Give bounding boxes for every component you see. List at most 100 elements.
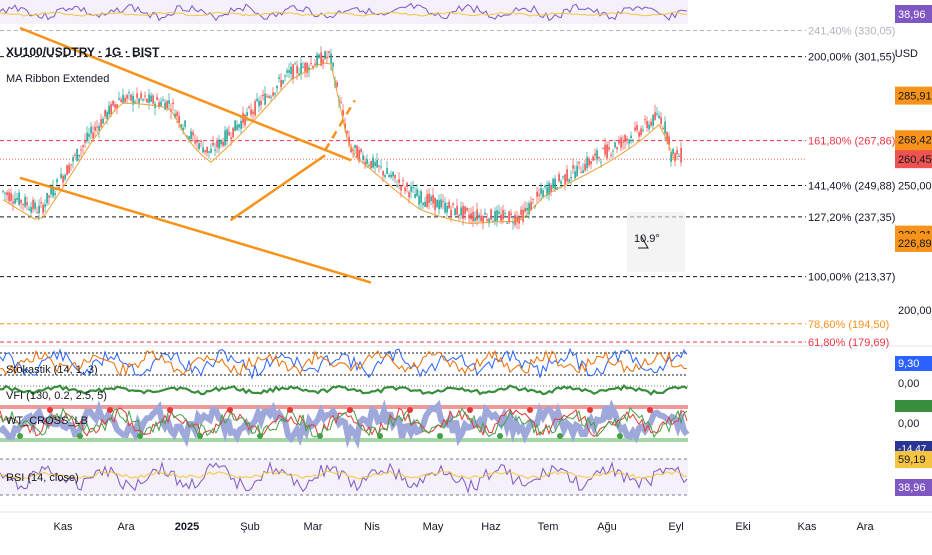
candle-body xyxy=(358,149,360,162)
candle-body xyxy=(650,121,652,126)
candle-body xyxy=(230,137,232,140)
candle-body xyxy=(526,207,528,211)
candle-body xyxy=(248,106,250,108)
candle-body xyxy=(608,147,610,150)
candle-body xyxy=(336,82,338,87)
candle-body xyxy=(530,201,532,211)
candle-body xyxy=(120,99,122,103)
rsi-top-badge xyxy=(895,5,932,23)
candle-body xyxy=(184,120,186,127)
stoch-k-line xyxy=(0,347,688,380)
symbol-title[interactable]: XU100/USDTRY · 1G · BIST xyxy=(6,45,160,59)
candle-body xyxy=(518,217,520,224)
wt-cross-dot xyxy=(107,407,113,413)
candle-body xyxy=(474,217,476,221)
candle-body xyxy=(476,209,478,221)
time-axis-label: Eyl xyxy=(668,521,683,533)
wt-cross-dot xyxy=(137,433,143,439)
wt-cross-dot xyxy=(227,407,233,413)
candle-body xyxy=(110,104,112,114)
price-tick-label: 200,00 xyxy=(898,305,932,317)
time-axis-label: Tem xyxy=(538,521,559,533)
candle-body xyxy=(438,200,440,210)
candle-body xyxy=(166,100,168,109)
candle-body xyxy=(674,153,676,162)
candle-body xyxy=(148,94,150,103)
candle-body xyxy=(470,213,472,220)
wt-cross-label[interactable]: WT_CROSS_LB xyxy=(6,415,88,427)
candle-body xyxy=(8,192,10,202)
candle-body xyxy=(614,142,616,148)
candle-body xyxy=(10,193,12,201)
fib-level-label: 78,60% (194,50) xyxy=(808,319,889,331)
candle-body xyxy=(224,130,226,146)
candle-body xyxy=(680,147,682,163)
candle-body xyxy=(4,192,6,194)
candle-body xyxy=(638,132,640,137)
candle-body xyxy=(414,194,416,199)
candle-body xyxy=(196,139,198,143)
indicator-title[interactable]: MA Ribbon Extended xyxy=(6,73,110,85)
projection-line xyxy=(324,99,356,151)
candle-body xyxy=(44,204,46,207)
candle-body xyxy=(194,140,196,144)
candle-body xyxy=(80,149,82,151)
candle-body xyxy=(78,154,80,157)
candle-body xyxy=(262,94,264,97)
candle-body xyxy=(304,62,306,72)
time-axis-label: Kas xyxy=(54,521,73,533)
rsi-top-value: 38,96 xyxy=(898,9,926,21)
candle-body xyxy=(212,142,214,146)
vfi-label[interactable]: VFI (130, 0.2, 2.5, 5) xyxy=(6,390,107,402)
candle-body xyxy=(316,54,318,66)
rsi-band xyxy=(0,459,688,495)
candle-body xyxy=(394,174,396,179)
candle-body xyxy=(622,141,624,143)
candle-body xyxy=(22,203,24,205)
candle-body xyxy=(286,70,288,73)
candle-body xyxy=(88,133,90,137)
candle-body xyxy=(98,126,100,131)
wt-cross-dot xyxy=(197,433,203,439)
candle-body xyxy=(520,209,522,215)
candle-body xyxy=(588,158,590,166)
time-axis-label: 2025 xyxy=(175,521,199,533)
candle-body xyxy=(376,159,378,168)
candle-body xyxy=(574,171,576,179)
candle-body xyxy=(610,154,612,156)
candle-body xyxy=(158,102,160,107)
candle-body xyxy=(180,124,182,129)
candle-body xyxy=(192,132,194,136)
candle-body xyxy=(572,165,574,169)
candle-body xyxy=(406,182,408,187)
wt-oversold-band xyxy=(0,438,688,442)
candle-body xyxy=(222,141,224,146)
candle-body xyxy=(284,75,286,77)
candle-body xyxy=(256,98,258,101)
candle-body xyxy=(654,112,656,120)
candle-body xyxy=(328,51,330,54)
candle-body xyxy=(168,100,170,104)
stochastic-label[interactable]: Stokastik (14, 1, 3) xyxy=(6,364,98,376)
candle-body xyxy=(666,132,668,140)
candle-body xyxy=(188,136,190,140)
candle-body xyxy=(392,171,394,177)
candle-body xyxy=(590,161,592,165)
candle-body xyxy=(672,148,674,154)
candle-body xyxy=(132,95,134,105)
candle-body xyxy=(486,219,488,221)
candle-body xyxy=(496,210,498,222)
candle-body xyxy=(282,80,284,84)
candle-body xyxy=(240,120,242,129)
candle-body xyxy=(500,214,502,221)
wt-cross-dot xyxy=(377,433,383,439)
candle-body xyxy=(562,176,564,178)
candle-body xyxy=(366,159,368,164)
candle-body xyxy=(106,111,108,119)
candle-body xyxy=(548,182,550,195)
candle-body xyxy=(580,172,582,174)
rsi-label[interactable]: RSI (14, close) xyxy=(6,472,79,484)
candle-body xyxy=(250,109,252,115)
